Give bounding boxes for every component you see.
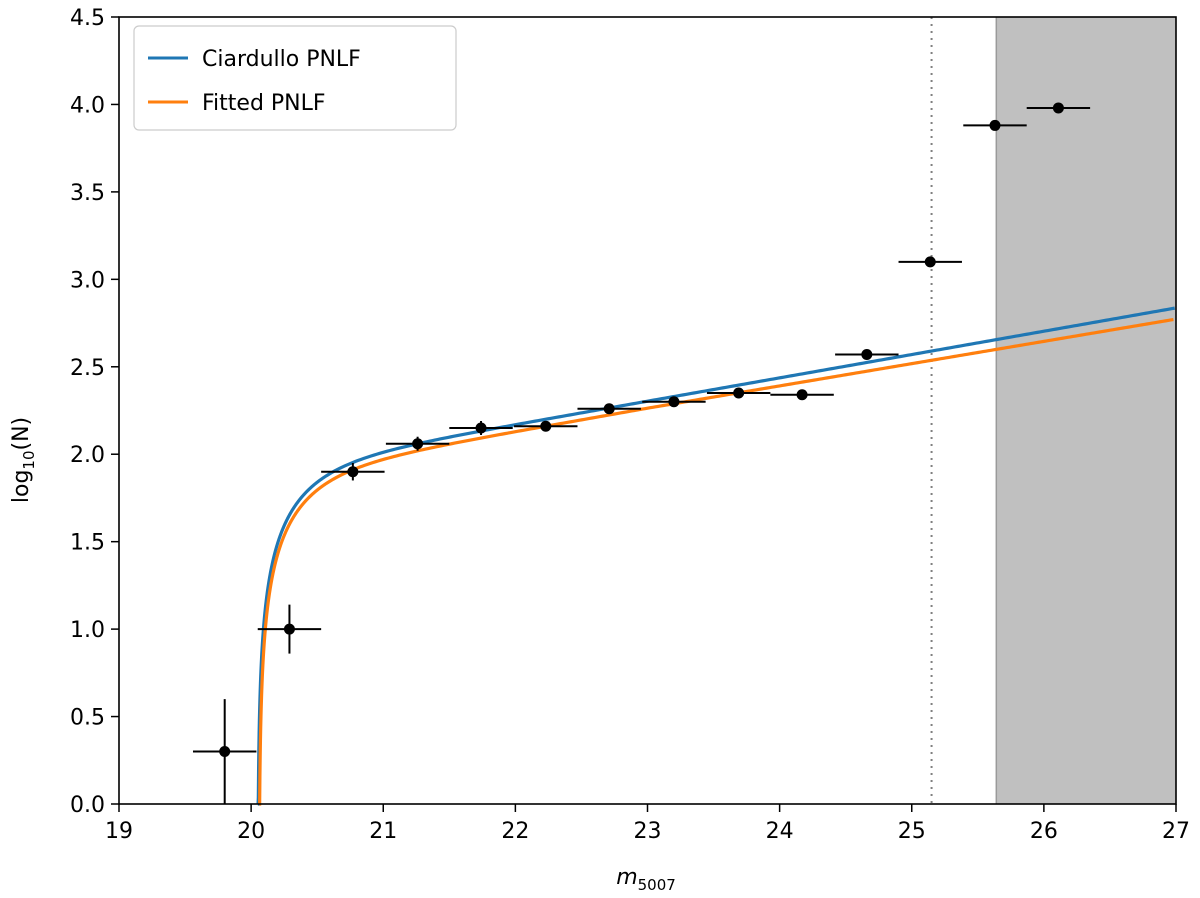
y-axis-label: log10(N)	[9, 417, 38, 503]
x-axis-label: m5007	[616, 865, 676, 894]
data-point	[770, 389, 834, 401]
data-point	[963, 119, 1027, 131]
legend-label-fitted: Fitted PNLF	[202, 91, 326, 116]
data-point	[449, 420, 513, 435]
y-tick-label: 4.5	[70, 6, 105, 31]
data-point-marker	[347, 466, 359, 478]
shaded-region	[996, 17, 1176, 804]
data-point	[642, 396, 706, 408]
data-point	[192, 699, 257, 804]
x-tick-label: 21	[369, 819, 397, 844]
legend-box	[133, 25, 457, 131]
x-tick-label: 25	[898, 819, 926, 844]
y-tick-label: 2.0	[70, 443, 105, 468]
data-point	[706, 387, 771, 399]
data-point-marker	[1052, 102, 1064, 114]
data-point	[385, 436, 450, 451]
y-axis-label-tail: (N)	[9, 417, 34, 451]
x-tick-label: 23	[634, 819, 662, 844]
data-point	[835, 349, 899, 361]
data-point-marker	[796, 389, 808, 401]
x-axis-label-sub: 5007	[638, 876, 676, 894]
data-point	[514, 420, 578, 432]
y-tick-label: 0.0	[70, 793, 105, 818]
y-tick-label: 3.0	[70, 268, 105, 293]
x-tick-label: 19	[105, 819, 133, 844]
data-point-marker	[475, 422, 487, 434]
y-axis-ticks: 0.0 0.5 1.0 1.5 2.0 2.5 3.0 3.5 4.0 4.5	[70, 6, 119, 818]
x-axis-ticks: 19 20 21 22 23 24 25 26 27	[105, 804, 1190, 844]
y-tick-label: 1.5	[70, 531, 105, 556]
x-tick-label: 24	[766, 819, 794, 844]
y-tick-label: 4.0	[70, 93, 105, 118]
data-point	[1026, 102, 1091, 114]
y-tick-label: 1.0	[70, 618, 105, 643]
data-point-marker	[668, 396, 680, 408]
legend: Ciardullo PNLF Fitted PNLF	[133, 25, 457, 131]
y-axis-label-main: log	[9, 470, 34, 504]
data-point	[577, 403, 641, 415]
data-point-marker	[989, 119, 1001, 131]
y-tick-label: 0.5	[70, 706, 105, 731]
data-point	[257, 604, 322, 654]
y-tick-label: 2.5	[70, 356, 105, 381]
data-point-marker	[540, 420, 552, 432]
x-axis-label-main: m	[616, 865, 637, 890]
data-point-marker	[603, 403, 615, 415]
x-tick-label: 22	[501, 819, 529, 844]
data-point-marker	[733, 387, 745, 399]
data-point-marker	[219, 746, 231, 758]
x-tick-label: 20	[237, 819, 265, 844]
series-line-fitted	[258, 317, 1174, 806]
data-point-marker	[861, 349, 873, 361]
y-axis-label-sub: 10	[20, 450, 38, 469]
data-point	[321, 462, 385, 481]
data-point-marker	[283, 623, 295, 635]
x-tick-label: 27	[1162, 819, 1190, 844]
data-point	[898, 256, 962, 268]
legend-label-ciardullo: Ciardullo PNLF	[202, 47, 361, 72]
data-point-marker	[412, 438, 424, 450]
points-group	[192, 102, 1091, 804]
y-tick-label: 3.5	[70, 181, 105, 206]
data-point-marker	[924, 256, 936, 268]
x-tick-label: 26	[1030, 819, 1058, 844]
